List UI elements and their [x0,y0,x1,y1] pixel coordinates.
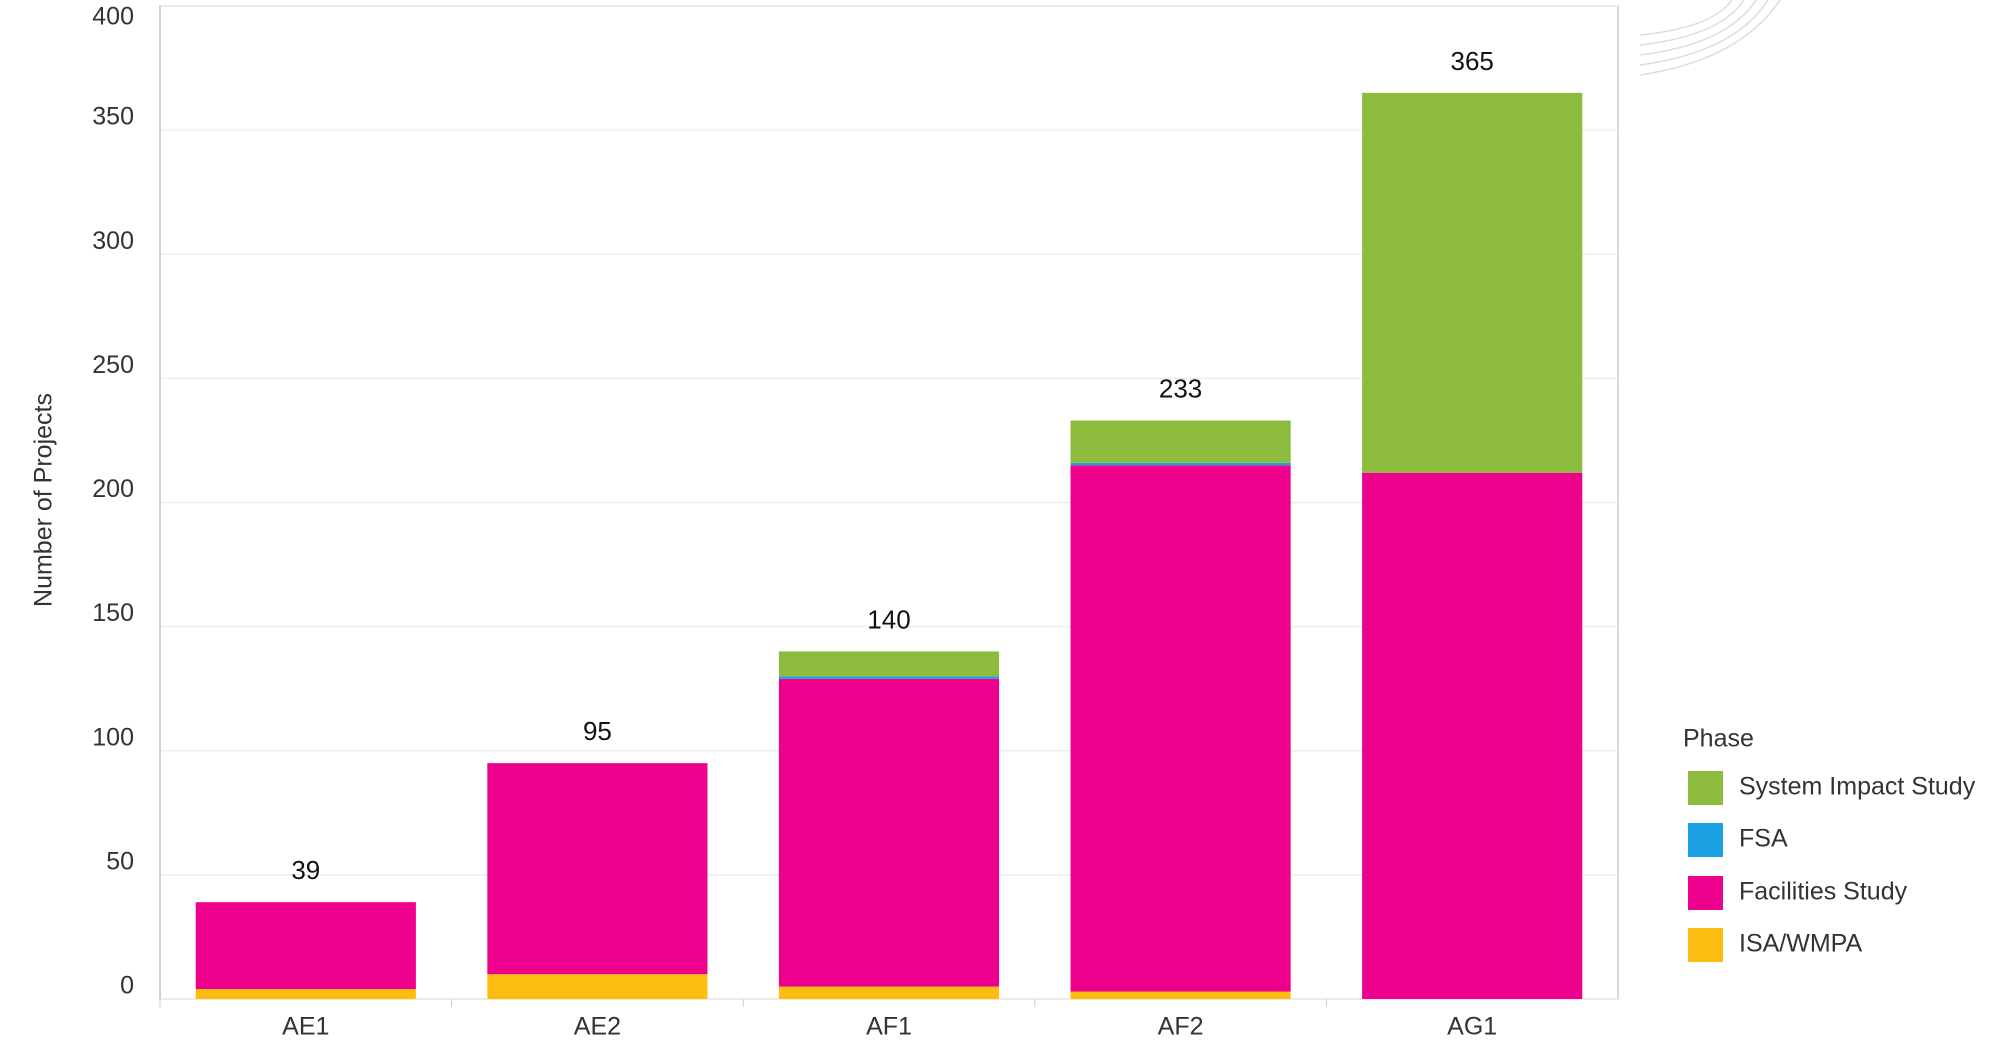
bar-segment [778,986,1000,999]
y-tick-label: 250 [92,351,134,379]
y-tick-label: 0 [120,972,134,1000]
bar-segment [195,902,416,990]
legend-label: FSA [1739,825,1788,853]
y-tick-label: 300 [92,227,134,255]
y-tick-label: 200 [92,475,134,503]
total-label: 365 [1451,46,1494,76]
legend-swatch [1688,823,1723,857]
x-tick-label: AE2 [574,1013,621,1041]
total-label: 95 [583,716,612,746]
y-tick-label: 100 [92,723,134,751]
bar-segment [1070,462,1291,466]
bar-segment [778,651,1000,677]
bar-segment [1070,991,1291,999]
legend-label: ISA/WMPA [1739,930,1862,958]
bar-segment [1362,472,1583,1000]
bar-segment [1070,420,1291,463]
y-tick-label: 50 [106,847,134,875]
legend-swatch [1688,771,1723,805]
x-tick-label: AF2 [1158,1013,1204,1041]
legend-label: Facilities Study [1739,878,1908,906]
bar-segment [778,678,1000,987]
bar-segment [1070,465,1291,992]
bar-segment [487,763,708,975]
legend-title: Phase [1683,725,1754,753]
legend-swatch [1688,928,1723,962]
x-tick-label: AF1 [866,1013,912,1041]
bar-segment [778,676,1000,679]
decoration [1639,0,1781,76]
bar-segment [1362,92,1583,473]
legend-swatch [1688,876,1723,910]
y-tick-label: 350 [92,103,134,131]
y-tick-label: 150 [92,599,134,627]
legend-label: System Impact Study [1739,773,1976,801]
total-label: 233 [1159,373,1202,403]
total-label: 140 [867,604,910,634]
bar-segment [487,974,708,999]
total-label: 39 [291,855,320,885]
y-axis-title: Number of Projects [30,393,58,607]
x-tick-label: AG1 [1447,1013,1497,1041]
x-tick-label: AE1 [282,1013,329,1041]
bar-segment [195,989,416,999]
y-tick-label: 400 [92,3,134,31]
